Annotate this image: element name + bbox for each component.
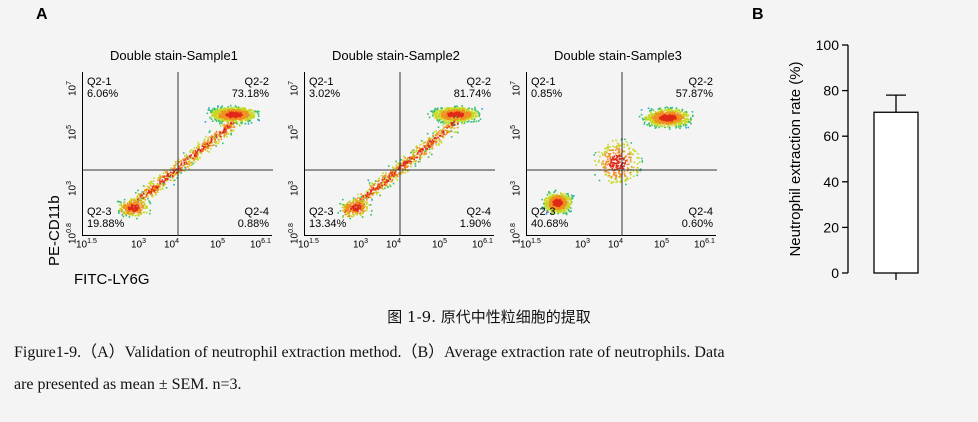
flow-x-tick-label: 103: [575, 238, 591, 251]
flow-plot-area: Q2-1 3.02% Q2-2 81.74% Q2-3 13.34% Q2-4 1.90%: [304, 72, 495, 236]
flow-x-tick-label: 104: [608, 238, 624, 251]
quadrant-name: Q2-2: [466, 76, 491, 88]
flow-y-tick-label: 107: [288, 80, 301, 96]
quadrant-label-q2: Q2-2 81.74%: [437, 76, 491, 100]
quadrant-percentage: 0.88%: [237, 218, 269, 230]
quadrant-name: Q2-1: [531, 76, 556, 88]
quadrant-name: Q2-2: [244, 76, 269, 88]
bar-neutrophil-extraction: [873, 111, 919, 274]
quadrant-name: Q2-4: [688, 206, 713, 218]
quadrant-label-q2: Q2-2 57.87%: [659, 76, 713, 100]
flow-y-tick-label: 105: [66, 124, 79, 140]
flow-x-axis-title: FITC-LY6G: [74, 271, 150, 288]
flow-y-tick-label: 103: [66, 180, 79, 196]
quadrant-percentage: 6.06%: [87, 88, 119, 100]
flow-x-tick-label: 106.1: [472, 238, 493, 251]
flow-density-dots: [83, 72, 273, 236]
quadrant-percentage: 73.18%: [231, 88, 269, 100]
flow-plot-area: Q2-1 0.85% Q2-2 57.87% Q2-3 40.68% Q2-4 0.60%: [526, 72, 717, 236]
quadrant-label-q1: Q2-1 6.06%: [87, 76, 141, 100]
flow-x-tick-label: 103: [131, 238, 147, 251]
flow-x-tick-label: 101.5: [520, 238, 541, 251]
quadrant-label-q1: Q2-1 3.02%: [309, 76, 363, 100]
quadrant-percentage: 81.74%: [453, 88, 491, 100]
quadrant-name: Q2-3: [531, 206, 556, 218]
quadrant-percentage: 57.87%: [675, 88, 713, 100]
y-axis-label: Neutrophil extraction rate (%): [787, 61, 804, 256]
y-tick-label: 100: [816, 37, 840, 53]
flow-x-tick-label: 105: [210, 238, 226, 251]
flow-y-tick-label: 103: [510, 180, 523, 196]
quadrant-label-q3: Q2-3 19.88%: [87, 206, 141, 230]
flow-x-tick-label: 104: [164, 238, 180, 251]
quadrant-name: Q2-2: [688, 76, 713, 88]
flow-y-tick-label: 103: [288, 180, 301, 196]
figure-caption-english-line2: are presented as mean ± SEM. n=3.: [14, 376, 242, 393]
flow-y-tick-label: 105: [288, 124, 301, 140]
flow-plot-title: Double stain-Sample2: [332, 48, 460, 63]
figure-caption-chinese: 图 1-9. 原代中性粒细胞的提取: [387, 308, 591, 326]
y-tick-label: 60: [823, 128, 839, 144]
quadrant-name: Q2-4: [244, 206, 269, 218]
flow-y-tick-label: 107: [66, 80, 79, 96]
panel-b-label: B: [752, 6, 764, 23]
quadrant-name: Q2-4: [466, 206, 491, 218]
figure-caption-english-line1: Figure1-9.（A）Validation of neutrophil ex…: [14, 344, 725, 361]
quadrant-name: Q2-1: [87, 76, 112, 88]
quadrant-label-q3: Q2-3 40.68%: [531, 206, 585, 230]
flow-x-tick-label: 103: [353, 238, 369, 251]
quadrant-percentage: 0.60%: [681, 218, 713, 230]
flow-x-tick-label: 101.5: [76, 238, 97, 251]
flow-density-dots: [305, 72, 495, 236]
y-tick-label: 80: [823, 83, 839, 99]
quadrant-percentage: 1.90%: [459, 218, 491, 230]
y-tick-label: 40: [823, 174, 839, 190]
panel-a-label: A: [36, 6, 48, 23]
quadrant-label-q1: Q2-1 0.85%: [531, 76, 585, 100]
quadrant-percentage: 13.34%: [309, 218, 347, 230]
flow-plot-area: Q2-1 6.06% Q2-2 73.18% Q2-3 19.88% Q2-4 0.88%: [82, 72, 273, 236]
flow-x-tick-label: 104: [386, 238, 402, 251]
y-tick-label: 20: [823, 219, 839, 235]
flow-x-tick-label: 105: [654, 238, 670, 251]
flow-plot-title: Double stain-Sample1: [110, 48, 238, 63]
flow-y-tick-label: 107: [510, 80, 523, 96]
quadrant-label-q3: Q2-3 13.34%: [309, 206, 363, 230]
quadrant-percentage: 19.88%: [87, 218, 125, 230]
flow-density-dots: [527, 72, 717, 236]
flow-x-tick-label: 105: [432, 238, 448, 251]
y-tick-label: 0: [831, 265, 839, 281]
quadrant-name: Q2-1: [309, 76, 334, 88]
flow-x-tick-label: 106.1: [250, 238, 271, 251]
flow-y-axis-title: PE-CD11b: [46, 195, 63, 266]
quadrant-name: Q2-3: [87, 206, 112, 218]
flow-x-tick-label: 106.1: [694, 238, 715, 251]
quadrant-percentage: 3.02%: [309, 88, 341, 100]
extraction-rate-bar-chart: 0 20 40 60 80 100 Neutrophil extraction rate (…: [787, 37, 919, 281]
quadrant-label-q4: Q2-4 1.90%: [437, 206, 491, 230]
quadrant-label-q2: Q2-2 73.18%: [215, 76, 269, 100]
flow-plot-title: Double stain-Sample3: [554, 48, 682, 63]
quadrant-percentage: 0.85%: [531, 88, 563, 100]
flow-y-tick-label: 105: [510, 124, 523, 140]
quadrant-label-q4: Q2-4 0.88%: [215, 206, 269, 230]
quadrant-name: Q2-3: [309, 206, 334, 218]
flow-x-tick-label: 101.5: [298, 238, 319, 251]
quadrant-label-q4: Q2-4 0.60%: [659, 206, 713, 230]
quadrant-percentage: 40.68%: [531, 218, 569, 230]
